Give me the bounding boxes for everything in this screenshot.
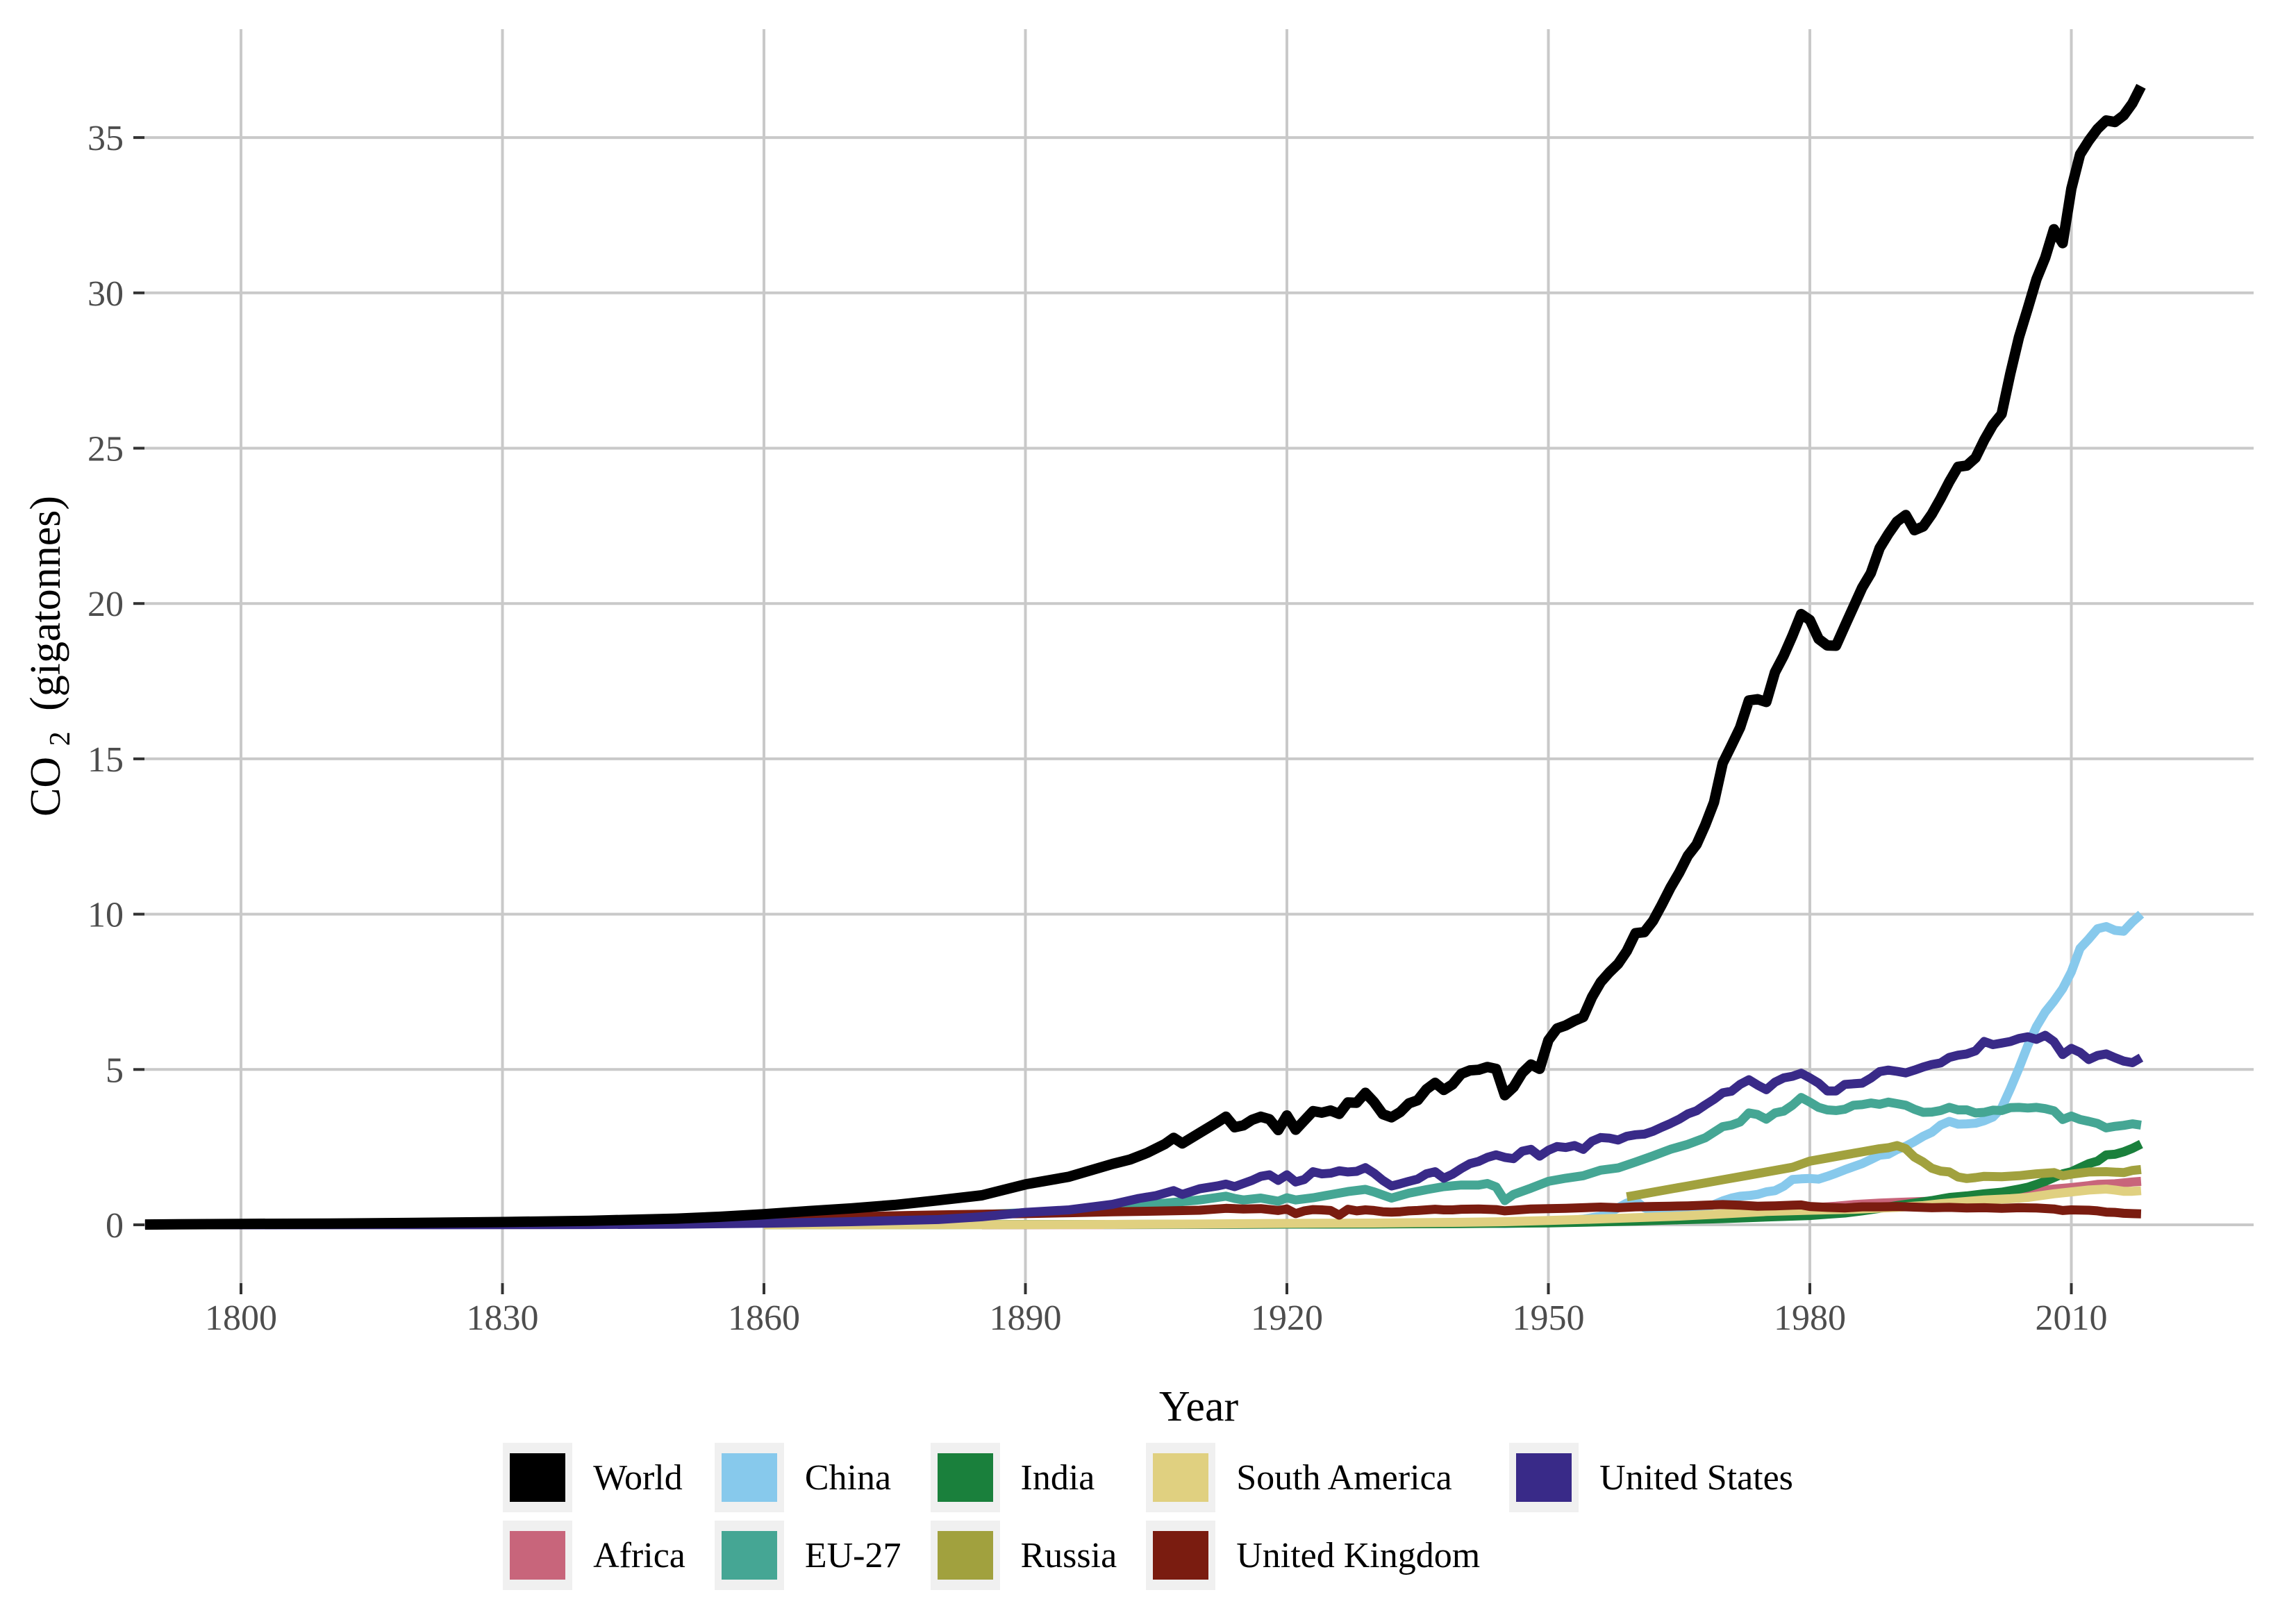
legend-item-china: China — [714, 1443, 901, 1512]
x-axis-title: Year — [1159, 1383, 1239, 1430]
legend-label-world: World — [593, 1457, 683, 1498]
legend-key-south-america — [1146, 1443, 1216, 1512]
x-tick-label-1920: 1920 — [1251, 1298, 1323, 1338]
legend-column-4: South America United Kingdom — [1146, 1443, 1480, 1590]
legend-swatch-india — [937, 1453, 993, 1502]
legend-swatch-russia — [937, 1531, 993, 1580]
y-tick-label-20: 20 — [88, 585, 124, 624]
legend-column-1: World Africa — [503, 1443, 685, 1590]
y-tick-label-5: 5 — [106, 1051, 124, 1090]
legend-label-eu-27: EU-27 — [804, 1535, 901, 1575]
y-tick-label-25: 25 — [88, 430, 124, 469]
legend-key-china — [714, 1443, 784, 1512]
legend-key-united-kingdom — [1146, 1521, 1216, 1590]
legend-label-china: China — [804, 1457, 892, 1498]
legend-key-world — [503, 1443, 573, 1512]
series-line-world — [144, 83, 2146, 1230]
legend-item-eu-27: EU-27 — [714, 1521, 901, 1590]
legend-column-5: United States — [1509, 1443, 1793, 1512]
legend-swatch-united-states — [1516, 1453, 1572, 1502]
legend-item-africa: Africa — [503, 1521, 685, 1590]
x-tick-label-1890: 1890 — [990, 1298, 1062, 1338]
legend-swatch-china — [721, 1453, 777, 1502]
x-tick-label-1860: 1860 — [728, 1298, 800, 1338]
axis-ticks — [133, 136, 2073, 1294]
series-line-united-states — [144, 1030, 2144, 1230]
legend-key-india — [930, 1443, 1000, 1512]
series-lines — [144, 83, 2146, 1230]
legend: World Africa China EU-27 India Russia South Am… — [0, 1443, 2296, 1590]
series-line-russia — [1626, 1141, 2142, 1202]
legend-item-united-states: United States — [1509, 1443, 1793, 1512]
legend-label-africa: Africa — [593, 1535, 685, 1575]
legend-key-russia — [930, 1521, 1000, 1590]
x-tick-label-1830: 1830 — [467, 1298, 539, 1338]
x-tick-label-1950: 1950 — [1513, 1298, 1585, 1338]
x-tick-label-1800: 1800 — [205, 1298, 277, 1338]
legend-item-russia: Russia — [930, 1521, 1117, 1590]
y-axis-title-main: CO — [22, 757, 69, 817]
legend-key-united-states — [1509, 1443, 1579, 1512]
y-tick-label-15: 15 — [88, 740, 124, 780]
legend-swatch-south-america — [1153, 1453, 1209, 1502]
y-tick-label-30: 30 — [88, 274, 124, 314]
legend-column-3: India Russia — [930, 1443, 1117, 1590]
legend-column-2: China EU-27 — [714, 1443, 901, 1590]
x-tick-label-1980: 1980 — [1774, 1298, 1846, 1338]
legend-swatch-eu-27 — [721, 1531, 777, 1580]
legend-item-united-kingdom: United Kingdom — [1146, 1521, 1480, 1590]
axis-tick-labels: 0 5 10 15 20 25 30 35 1800 1830 1860 1890 1920 1950 19… — [88, 119, 2108, 1338]
y-axis-title: CO 2 (gigatonnes) — [22, 496, 79, 817]
legend-swatch-africa — [510, 1531, 566, 1580]
legend-key-africa — [503, 1521, 573, 1590]
legend-label-united-kingdom: United Kingdom — [1236, 1535, 1481, 1575]
legend-item-world: World — [503, 1443, 685, 1512]
y-tick-label-0: 0 — [106, 1206, 124, 1246]
y-axis-title-rest: (gigatonnes) — [22, 496, 69, 711]
series-line-eu-27 — [144, 1093, 2142, 1230]
legend-item-south-america: South America — [1146, 1443, 1480, 1512]
legend-swatch-united-kingdom — [1153, 1531, 1209, 1580]
legend-label-india: India — [1020, 1457, 1095, 1498]
x-tick-label-2010: 2010 — [2036, 1298, 2108, 1338]
co2-line-chart: 0 5 10 15 20 25 30 35 1800 1830 1860 1890 1920 1950 19… — [22, 29, 2254, 1430]
y-axis-title-subscript: 2 — [44, 731, 76, 746]
legend-label-united-states: United States — [1599, 1457, 1793, 1498]
gridlines — [144, 29, 2254, 1283]
y-tick-label-35: 35 — [88, 119, 124, 158]
legend-label-south-america: South America — [1236, 1457, 1452, 1498]
legend-key-eu-27 — [714, 1521, 784, 1590]
legend-item-india: India — [930, 1443, 1117, 1512]
legend-swatch-world — [510, 1453, 566, 1502]
y-tick-label-10: 10 — [88, 896, 124, 935]
legend-label-russia: Russia — [1020, 1535, 1117, 1575]
